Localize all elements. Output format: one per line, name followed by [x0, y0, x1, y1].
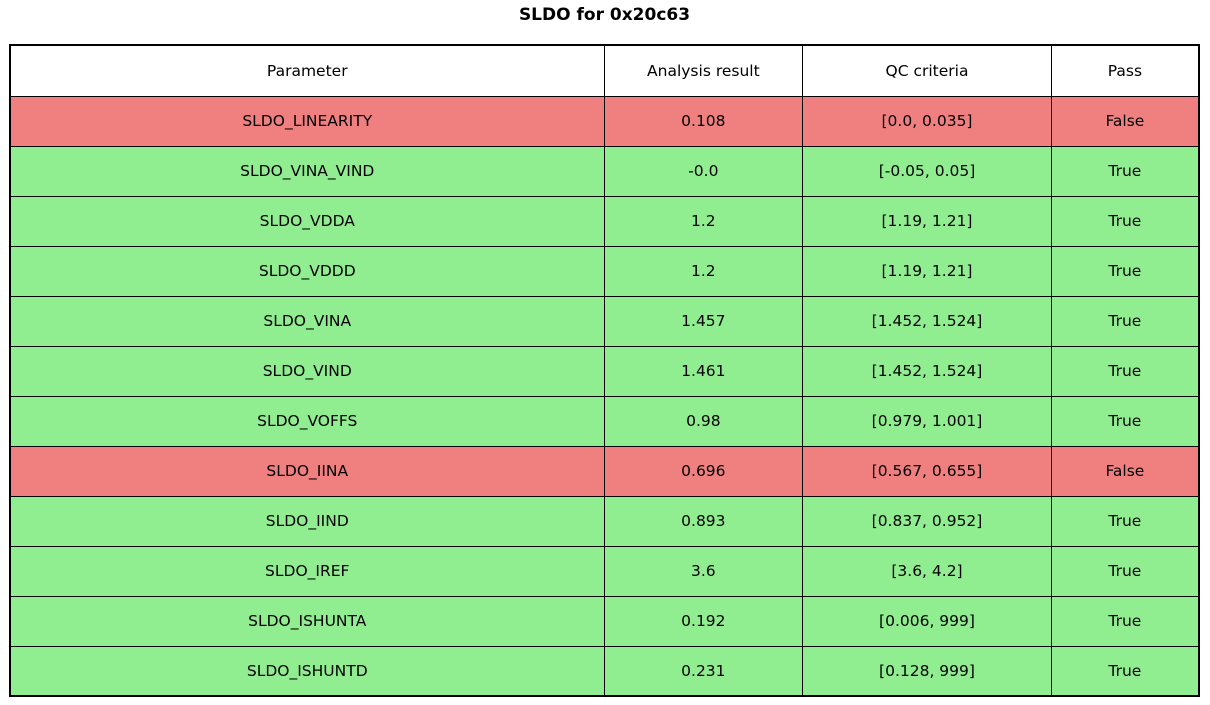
cell-parameter: SLDO_ISHUNTA	[9, 595, 605, 647]
cell-parameter: SLDO_IIND	[9, 495, 605, 547]
cell-parameter: SLDO_LINEARITY	[9, 95, 605, 147]
cell-parameter: SLDO_VINA_VIND	[9, 145, 605, 197]
cell-qc-criteria: [0.979, 1.001]	[802, 395, 1052, 447]
cell-qc-criteria: [1.452, 1.524]	[802, 295, 1052, 347]
cell-pass: True	[1050, 645, 1200, 697]
col-header-qc-criteria: QC criteria	[802, 44, 1052, 97]
cell-qc-criteria: [0.0, 0.035]	[802, 95, 1052, 147]
cell-analysis-result: 0.231	[603, 645, 804, 697]
cell-analysis-result: -0.0	[603, 145, 804, 197]
cell-analysis-result: 1.2	[603, 245, 804, 297]
cell-analysis-result: 0.696	[603, 445, 804, 497]
table-row: SLDO_IREF 3.6 [3.6, 4.2] True	[9, 545, 1200, 597]
cell-analysis-result: 1.457	[603, 295, 804, 347]
cell-pass: True	[1050, 295, 1200, 347]
table-row: SLDO_VDDA 1.2 [1.19, 1.21] True	[9, 195, 1200, 247]
cell-pass: True	[1050, 395, 1200, 447]
table-row: SLDO_IIND 0.893 [0.837, 0.952] True	[9, 495, 1200, 547]
cell-qc-criteria: [1.19, 1.21]	[802, 245, 1052, 297]
cell-qc-criteria: [1.19, 1.21]	[802, 195, 1052, 247]
qc-results-table: Parameter Analysis result QC criteria Pa…	[9, 44, 1200, 697]
table-row: SLDO_ISHUNTD 0.231 [0.128, 999] True	[9, 645, 1200, 697]
cell-qc-criteria: [0.006, 999]	[802, 595, 1052, 647]
table-row: SLDO_VIND 1.461 [1.452, 1.524] True	[9, 345, 1200, 397]
cell-qc-criteria: [0.128, 999]	[802, 645, 1052, 697]
cell-pass: True	[1050, 245, 1200, 297]
table-row: SLDO_ISHUNTA 0.192 [0.006, 999] True	[9, 595, 1200, 647]
cell-analysis-result: 0.192	[603, 595, 804, 647]
cell-analysis-result: 3.6	[603, 545, 804, 597]
table-row: SLDO_VDDD 1.2 [1.19, 1.21] True	[9, 245, 1200, 297]
table-row: SLDO_LINEARITY 0.108 [0.0, 0.035] False	[9, 95, 1200, 147]
cell-pass: True	[1050, 145, 1200, 197]
table-row: SLDO_VOFFS 0.98 [0.979, 1.001] True	[9, 395, 1200, 447]
cell-analysis-result: 0.108	[603, 95, 804, 147]
cell-pass: True	[1050, 345, 1200, 397]
col-header-analysis-result: Analysis result	[603, 44, 804, 97]
cell-parameter: SLDO_VIND	[9, 345, 605, 397]
cell-parameter: SLDO_VDDD	[9, 245, 605, 297]
cell-qc-criteria: [3.6, 4.2]	[802, 545, 1052, 597]
cell-qc-criteria: [0.567, 0.655]	[802, 445, 1052, 497]
cell-analysis-result: 0.893	[603, 495, 804, 547]
cell-analysis-result: 0.98	[603, 395, 804, 447]
col-header-parameter: Parameter	[9, 44, 605, 97]
cell-parameter: SLDO_ISHUNTD	[9, 645, 605, 697]
cell-pass: False	[1050, 445, 1200, 497]
cell-parameter: SLDO_IREF	[9, 545, 605, 597]
table-row: SLDO_VINA_VIND -0.0 [-0.05, 0.05] True	[9, 145, 1200, 197]
cell-pass: False	[1050, 95, 1200, 147]
table-row: SLDO_IINA 0.696 [0.567, 0.655] False	[9, 445, 1200, 497]
cell-qc-criteria: [0.837, 0.952]	[802, 495, 1052, 547]
cell-parameter: SLDO_VOFFS	[9, 395, 605, 447]
page-title: SLDO for 0x20c63	[518, 5, 691, 25]
cell-analysis-result: 1.2	[603, 195, 804, 247]
cell-parameter: SLDO_IINA	[9, 445, 605, 497]
table-row: SLDO_VINA 1.457 [1.452, 1.524] True	[9, 295, 1200, 347]
header-row: Parameter Analysis result QC criteria Pa…	[9, 44, 1200, 97]
cell-qc-criteria: [-0.05, 0.05]	[802, 145, 1052, 197]
cell-pass: True	[1050, 545, 1200, 597]
cell-qc-criteria: [1.452, 1.524]	[802, 345, 1052, 397]
cell-parameter: SLDO_VINA	[9, 295, 605, 347]
cell-analysis-result: 1.461	[603, 345, 804, 397]
cell-pass: True	[1050, 495, 1200, 547]
cell-pass: True	[1050, 195, 1200, 247]
cell-parameter: SLDO_VDDA	[9, 195, 605, 247]
cell-pass: True	[1050, 595, 1200, 647]
col-header-pass: Pass	[1050, 44, 1200, 97]
